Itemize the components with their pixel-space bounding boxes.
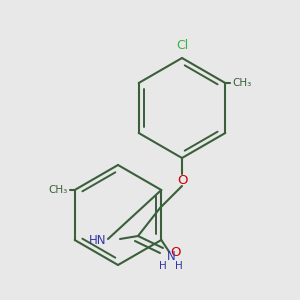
Text: H: H: [176, 261, 183, 271]
Text: Cl: Cl: [176, 39, 188, 52]
Text: N: N: [167, 250, 176, 262]
Text: O: O: [170, 247, 181, 260]
Text: CH₃: CH₃: [48, 185, 68, 195]
Text: CH₃: CH₃: [232, 78, 252, 88]
Text: HN: HN: [88, 235, 106, 248]
Text: O: O: [177, 173, 187, 187]
Text: H: H: [159, 261, 167, 271]
